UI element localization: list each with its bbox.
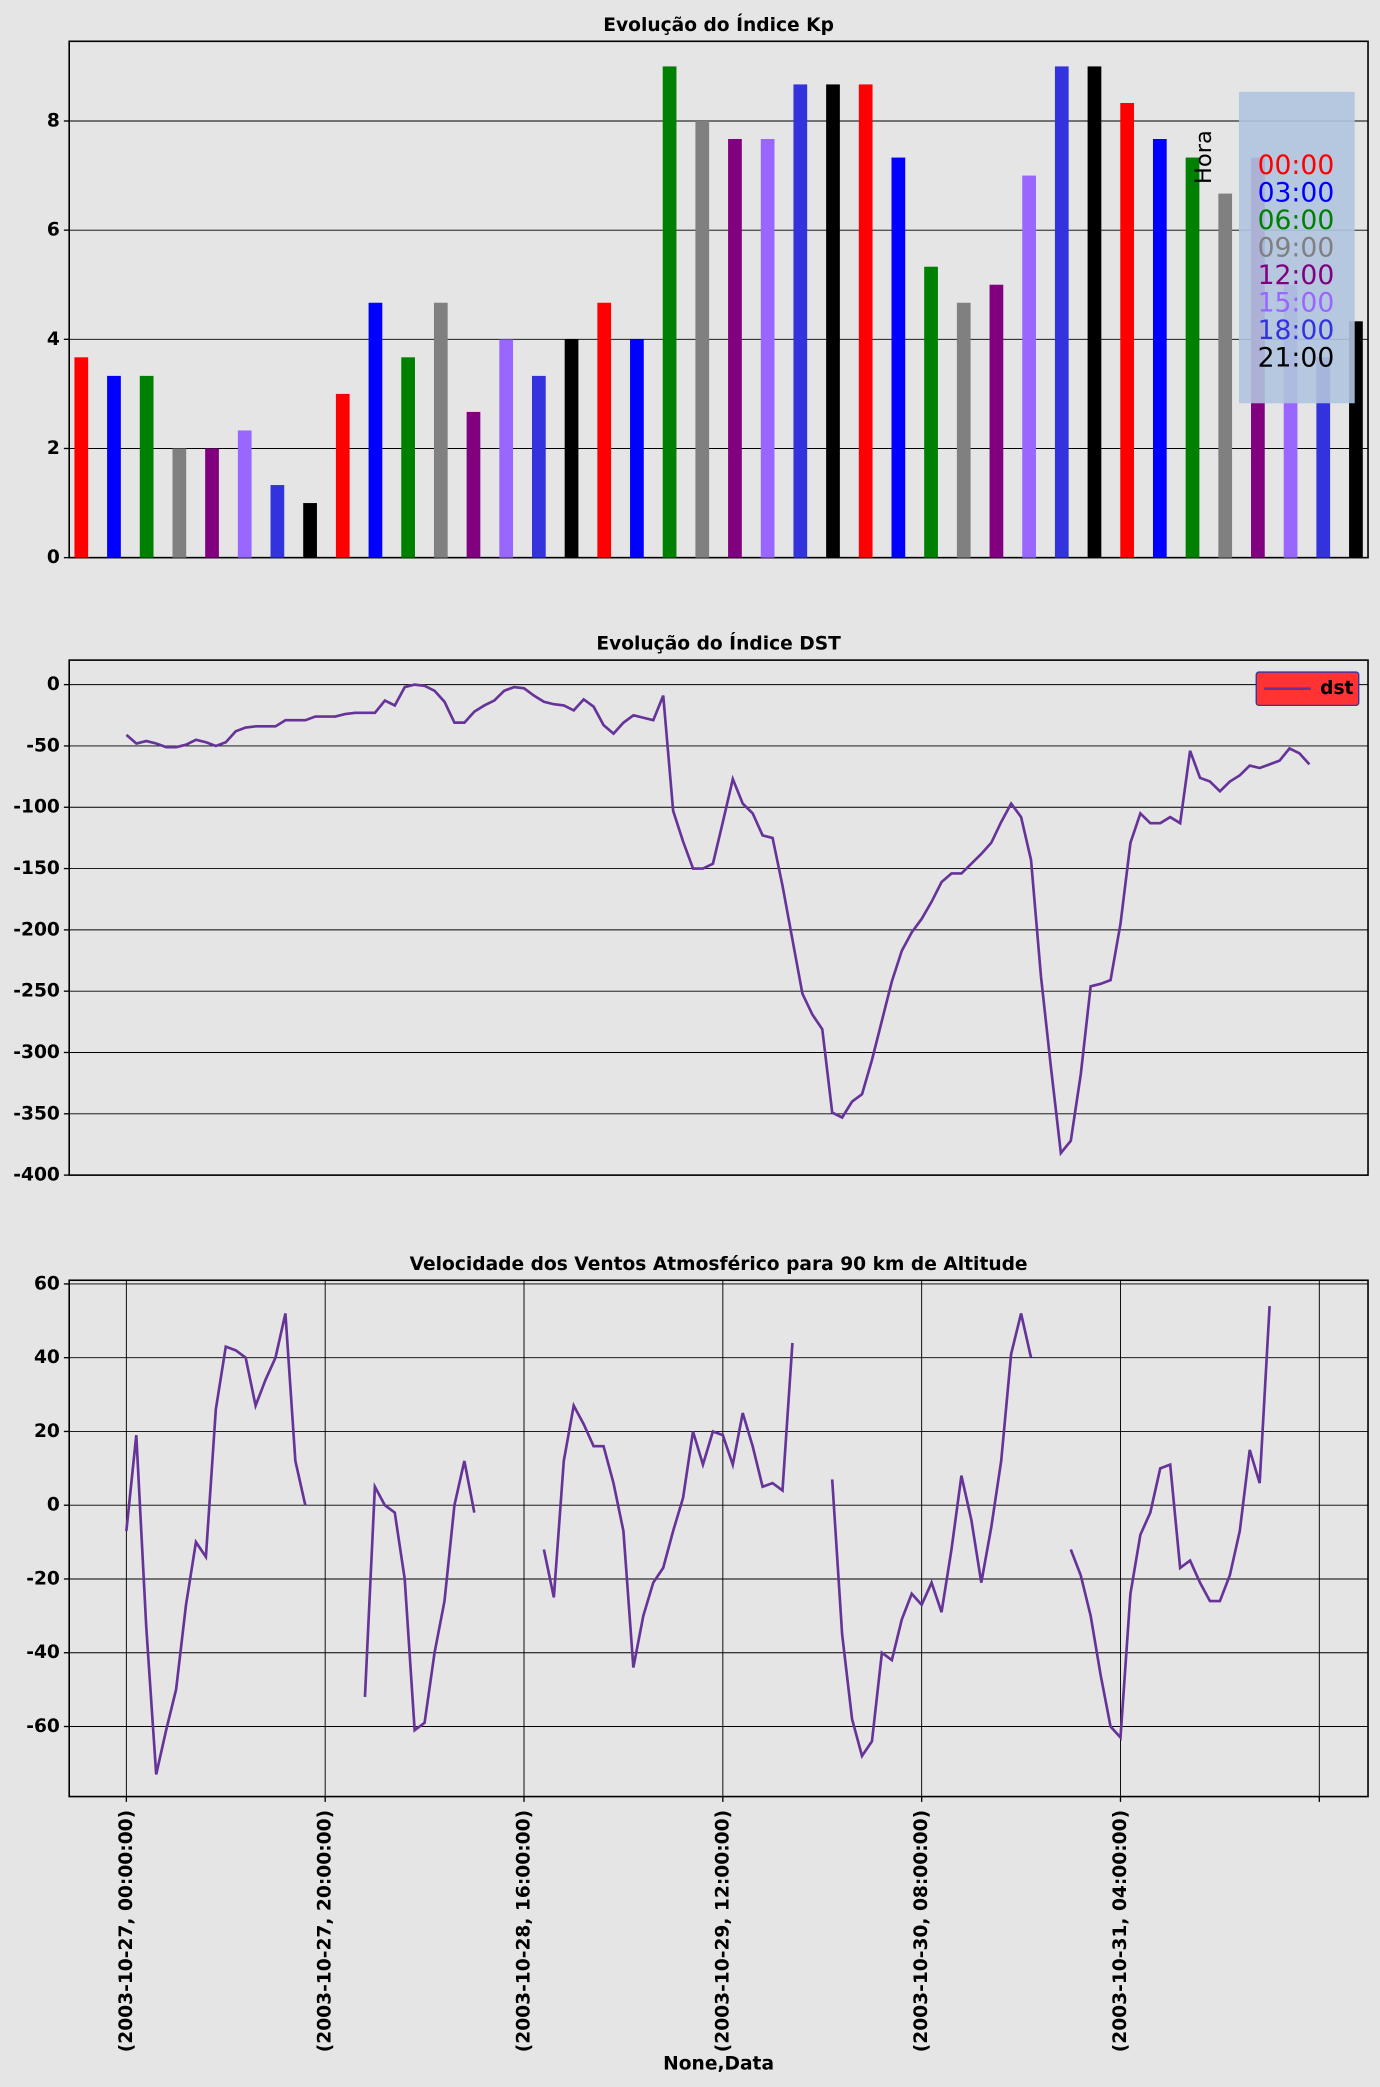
- plot-area: [68, 1279, 1369, 1798]
- y-tick-label: 0: [47, 547, 60, 568]
- bar: [368, 302, 383, 558]
- y-tick-label: 2: [47, 438, 60, 459]
- bar: [205, 448, 219, 558]
- bar: [1185, 157, 1200, 558]
- bar: [630, 339, 644, 558]
- bar: [237, 430, 252, 558]
- legend-entry: 06:00: [1258, 205, 1335, 236]
- bar: [858, 84, 873, 558]
- chart-title: Evolução do Índice Kp: [603, 13, 834, 36]
- bar: [695, 120, 710, 558]
- bar: [760, 139, 775, 558]
- legend-entry: 21:00: [1258, 343, 1335, 374]
- y-tick-label: 4: [47, 329, 60, 350]
- legend-title: Hora: [1191, 130, 1217, 184]
- bar: [793, 84, 808, 558]
- x-tick-label: (2003-10-30, 08:00:00): [911, 1810, 932, 2052]
- legend-entry: dst: [1320, 678, 1353, 699]
- bar: [1218, 193, 1233, 558]
- bar: [1152, 139, 1167, 558]
- bar: [924, 266, 938, 558]
- y-tick-label: -40: [26, 1642, 60, 1663]
- bar: [597, 302, 612, 558]
- x-tick-label: (2003-10-31, 04:00:00): [1110, 1810, 1131, 2052]
- y-tick-label: -20: [26, 1568, 60, 1589]
- x-axis-label: None,Data: [663, 2054, 774, 2075]
- bar: [1054, 66, 1069, 558]
- bar: [401, 357, 415, 558]
- y-tick-label: -400: [13, 1165, 60, 1186]
- bar: [335, 393, 350, 558]
- x-tick-label: (2003-10-28, 16:00:00): [514, 1810, 535, 2052]
- y-tick-label: 40: [34, 1347, 60, 1368]
- x-tick-label: (2003-10-27, 00:00:00): [116, 1810, 137, 2052]
- y-tick-label: -50: [26, 735, 60, 756]
- y-tick-label: 8: [47, 110, 60, 131]
- bar: [433, 302, 448, 558]
- legend-entry: 09:00: [1258, 233, 1335, 264]
- bar: [270, 485, 285, 558]
- bar: [826, 84, 840, 558]
- bar: [466, 411, 481, 558]
- chart-title: Evolução do Índice DST: [596, 632, 841, 655]
- data-line: [125, 683, 1311, 1157]
- y-tick-label: 6: [47, 220, 60, 241]
- y-tick-label: 60: [34, 1273, 60, 1294]
- legend-entry: 12:00: [1258, 260, 1335, 291]
- bar: [74, 357, 89, 558]
- y-tick-label: -300: [13, 1042, 60, 1063]
- bar: [662, 66, 677, 558]
- chart-title: Velocidade dos Ventos Atmosférico para 9…: [410, 1254, 1028, 1275]
- y-tick-label: -250: [13, 981, 60, 1002]
- plot-area: [68, 40, 1369, 559]
- bar: [1022, 175, 1036, 558]
- bar: [1316, 357, 1331, 558]
- bar: [989, 284, 1004, 558]
- bar: [564, 339, 579, 558]
- legend-entry: 15:00: [1258, 288, 1335, 319]
- y-tick-label: 20: [34, 1421, 60, 1442]
- y-tick-label: 0: [47, 1495, 60, 1516]
- bar: [107, 375, 121, 558]
- bar: [531, 375, 546, 558]
- y-tick-label: -350: [13, 1103, 60, 1124]
- plot-area: [68, 659, 1369, 1176]
- x-tick-label: (2003-10-27, 20:00:00): [315, 1810, 336, 2052]
- bar: [499, 339, 514, 558]
- bar: [1087, 66, 1102, 558]
- legend-entry: 18:00: [1258, 315, 1335, 346]
- y-tick-label: -150: [13, 858, 60, 879]
- x-tick-label: (2003-10-29, 12:00:00): [712, 1810, 733, 2052]
- bar: [303, 503, 317, 558]
- y-tick-label: -60: [26, 1716, 60, 1737]
- bar: [728, 139, 742, 558]
- bar: [1120, 102, 1135, 558]
- bar: [139, 375, 154, 558]
- y-tick-label: 0: [47, 674, 60, 695]
- bar: [172, 448, 187, 558]
- bar: [891, 157, 906, 558]
- legend-entry: 03:00: [1258, 177, 1335, 208]
- legend-entry: 00:00: [1258, 150, 1335, 181]
- data-line: [125, 1305, 1271, 1775]
- y-tick-label: -200: [13, 919, 60, 940]
- bar: [956, 302, 971, 558]
- y-tick-label: -100: [13, 797, 60, 818]
- legend-box: [1238, 91, 1355, 404]
